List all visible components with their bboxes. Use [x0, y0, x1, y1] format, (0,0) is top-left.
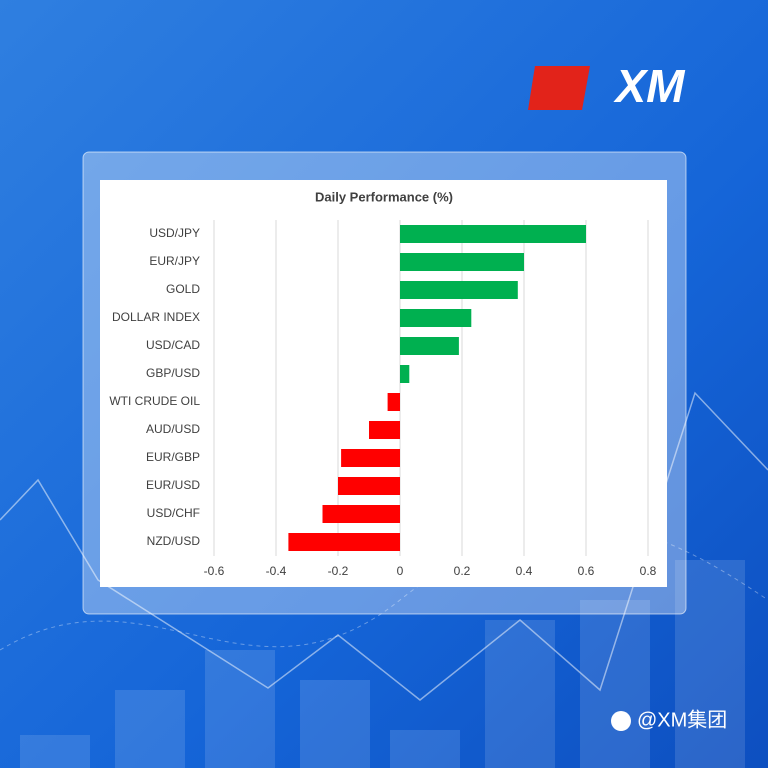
- decor-dash: [0, 523, 768, 651]
- bar: [400, 225, 586, 243]
- x-tick-label: -0.2: [328, 564, 349, 578]
- x-tick-label: 0.2: [454, 564, 471, 578]
- bar: [400, 337, 459, 355]
- bar: [322, 505, 400, 523]
- bar: [400, 253, 524, 271]
- decor-bars: [20, 560, 745, 768]
- bar: [400, 309, 472, 327]
- logo: XM: [528, 60, 686, 112]
- y-tick-label: GOLD: [166, 282, 200, 296]
- bar: [400, 365, 410, 383]
- x-tick-label: 0.8: [640, 564, 657, 578]
- bar: [400, 281, 518, 299]
- y-tick-label: AUD/USD: [146, 422, 200, 436]
- logo-text: XM: [613, 60, 687, 112]
- y-tick-label: DOLLAR INDEX: [112, 310, 200, 324]
- x-tick-label: 0.4: [516, 564, 533, 578]
- bar: [341, 449, 400, 467]
- y-tick-label: EUR/GBP: [146, 450, 200, 464]
- x-tick-label: 0: [397, 564, 404, 578]
- x-tick-label: -0.4: [266, 564, 287, 578]
- watermark-icon: [611, 711, 631, 731]
- y-tick-label: USD/CHF: [147, 506, 200, 520]
- y-tick-label: USD/JPY: [149, 226, 200, 240]
- bar: [387, 393, 400, 411]
- y-tick-label: NZD/USD: [147, 534, 201, 548]
- x-tick-label: -0.6: [204, 564, 225, 578]
- x-tick-label: 0.6: [578, 564, 595, 578]
- y-tick-label: USD/CAD: [146, 338, 200, 352]
- watermark: @XM集团: [637, 708, 727, 731]
- y-tick-label: EUR/USD: [146, 478, 200, 492]
- y-tick-label: EUR/JPY: [149, 254, 200, 268]
- y-tick-label: WTI CRUDE OIL: [109, 394, 200, 408]
- y-tick-label: GBP/USD: [146, 366, 200, 380]
- bar: [369, 421, 400, 439]
- bar: [288, 533, 400, 551]
- bar: [338, 477, 400, 495]
- chart-title: Daily Performance (%): [315, 189, 453, 204]
